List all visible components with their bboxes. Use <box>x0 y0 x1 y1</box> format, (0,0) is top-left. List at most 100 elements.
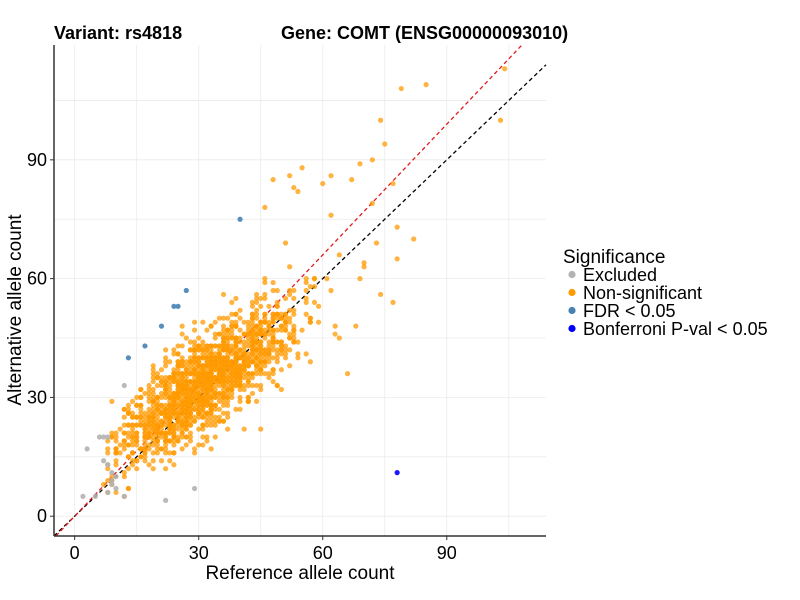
point-non-significant <box>105 446 111 452</box>
point-non-significant <box>249 359 256 365</box>
point-non-significant <box>369 157 375 163</box>
point-non-significant <box>303 299 309 305</box>
point-non-significant <box>282 327 289 333</box>
point-non-significant <box>121 442 127 448</box>
point-non-significant <box>311 276 318 282</box>
point-non-significant <box>204 434 210 440</box>
point-non-significant <box>150 363 156 369</box>
point-non-significant <box>220 335 227 341</box>
point-non-significant <box>394 256 400 262</box>
point-non-significant <box>179 398 185 404</box>
point-non-significant <box>142 422 148 428</box>
point-non-significant <box>129 430 136 436</box>
point-non-significant <box>220 331 227 337</box>
point-non-significant <box>200 426 206 432</box>
point-fdr-0-05 <box>171 303 177 309</box>
point-non-significant <box>245 319 251 325</box>
point-non-significant <box>163 382 169 389</box>
point-non-significant <box>187 410 194 416</box>
point-non-significant <box>154 446 160 452</box>
point-non-significant <box>179 323 185 329</box>
point-excluded <box>101 434 107 440</box>
point-non-significant <box>150 422 156 428</box>
point-non-significant <box>105 466 111 472</box>
point-non-significant <box>245 323 251 329</box>
point-non-significant <box>287 173 293 179</box>
point-non-significant <box>191 402 198 408</box>
point-non-significant <box>183 367 189 373</box>
point-non-significant <box>225 355 231 361</box>
point-non-significant <box>262 315 268 321</box>
point-non-significant <box>171 434 177 440</box>
point-non-significant <box>183 378 189 385</box>
point-non-significant <box>179 418 185 424</box>
point-non-significant <box>287 363 293 369</box>
point-non-significant <box>253 371 260 377</box>
point-non-significant <box>191 386 198 393</box>
point-non-significant <box>125 430 132 436</box>
point-non-significant <box>196 390 202 397</box>
point-non-significant <box>212 406 218 412</box>
point-non-significant <box>204 414 210 420</box>
point-non-significant <box>109 474 115 480</box>
point-non-significant <box>233 319 239 325</box>
point-non-significant <box>154 414 160 420</box>
point-non-significant <box>216 359 222 365</box>
point-excluded <box>105 489 111 496</box>
point-non-significant <box>175 426 181 432</box>
legend-key <box>568 288 576 297</box>
point-non-significant <box>175 394 181 401</box>
point-non-significant <box>191 371 198 377</box>
point-non-significant <box>237 378 243 385</box>
point-non-significant <box>196 363 202 369</box>
point-non-significant <box>241 371 247 377</box>
point-non-significant <box>328 287 334 294</box>
point-non-significant <box>204 386 210 393</box>
point-non-significant <box>303 287 309 294</box>
point-non-significant <box>233 323 239 329</box>
point-non-significant <box>171 410 177 416</box>
point-non-significant <box>237 327 243 333</box>
point-non-significant <box>262 347 268 353</box>
point-non-significant <box>225 394 231 401</box>
point-non-significant <box>220 378 227 385</box>
point-non-significant <box>200 375 206 381</box>
point-non-significant <box>282 240 289 246</box>
point-non-significant <box>216 355 222 361</box>
point-non-significant <box>167 375 173 381</box>
point-non-significant <box>142 454 148 460</box>
point-non-significant <box>212 434 218 440</box>
point-non-significant <box>258 295 264 302</box>
point-non-significant <box>233 367 239 373</box>
point-non-significant <box>146 382 152 389</box>
point-non-significant <box>146 426 152 432</box>
point-non-significant <box>146 434 152 440</box>
point-non-significant <box>241 375 247 381</box>
x-tick-label: 30 <box>189 543 209 563</box>
legend-key <box>568 306 576 315</box>
point-non-significant <box>220 371 227 377</box>
point-non-significant <box>266 359 272 365</box>
point-non-significant <box>225 347 231 353</box>
point-non-significant <box>158 410 165 416</box>
point-non-significant <box>196 367 202 373</box>
point-non-significant <box>303 276 309 282</box>
point-non-significant <box>237 339 243 345</box>
point-non-significant <box>216 331 222 337</box>
point-non-significant <box>187 398 194 404</box>
point-non-significant <box>229 371 235 377</box>
point-non-significant <box>270 371 276 377</box>
point-non-significant <box>175 359 181 365</box>
point-non-significant <box>220 359 227 365</box>
point-non-significant <box>357 161 363 167</box>
point-non-significant <box>129 442 136 448</box>
point-non-significant <box>303 295 309 302</box>
point-non-significant <box>121 406 127 412</box>
point-non-significant <box>229 351 235 357</box>
point-non-significant <box>262 359 268 365</box>
legend-title: Significance <box>563 247 665 268</box>
point-non-significant <box>134 414 140 420</box>
point-fdr-0-05 <box>142 343 148 349</box>
point-non-significant <box>183 406 189 412</box>
point-non-significant <box>212 363 218 369</box>
